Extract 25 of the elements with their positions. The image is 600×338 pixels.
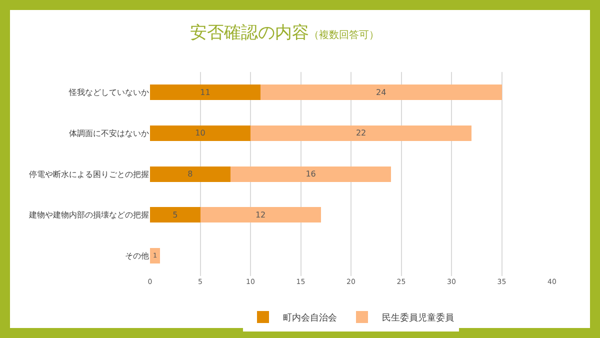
bar xyxy=(150,166,230,182)
data-label: 16 xyxy=(306,170,316,178)
y-tick-label: その他 xyxy=(125,251,149,260)
bar xyxy=(150,207,200,223)
data-label: 11 xyxy=(200,88,210,97)
y-tick-label: 怪我などしていないか xyxy=(68,88,149,98)
data-label: 5 xyxy=(172,210,178,220)
y-tick-label: 建物や建物内部の損壊などの把握 xyxy=(28,210,149,220)
data-label: 22 xyxy=(356,128,366,138)
bar xyxy=(260,84,502,100)
y-tick-label: 停電や断水による困りごとの把握 xyxy=(29,170,149,179)
bar xyxy=(150,125,250,141)
bar xyxy=(250,125,472,141)
data-label: 8 xyxy=(188,170,193,178)
data-label: 24 xyxy=(376,88,386,97)
bar xyxy=(150,84,261,100)
chart-subtitle: （複数回答可） xyxy=(309,28,380,41)
y-tick-label: 体調面に不安はないか xyxy=(69,129,149,138)
bar xyxy=(230,166,392,182)
bar xyxy=(200,207,321,223)
data-label: 10 xyxy=(195,128,206,138)
legend-label: 町内会自治会 xyxy=(283,312,337,324)
legend-label: 民生委員児童委員 xyxy=(382,312,454,324)
bar xyxy=(150,248,160,264)
data-label: 12 xyxy=(255,210,266,220)
